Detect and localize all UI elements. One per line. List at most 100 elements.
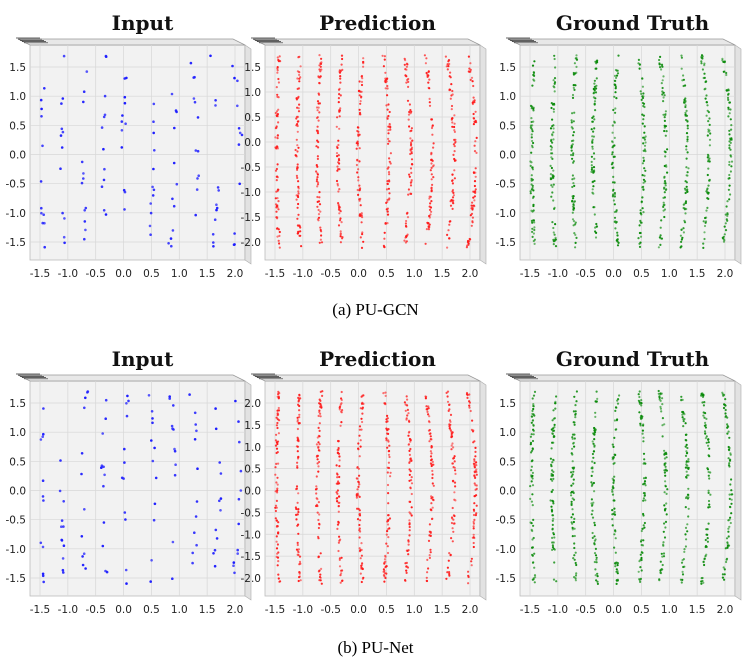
point — [403, 401, 406, 404]
point — [386, 167, 389, 170]
point — [61, 557, 65, 560]
point — [337, 157, 341, 160]
point — [404, 579, 407, 582]
point — [338, 558, 341, 562]
point — [642, 211, 645, 214]
point — [453, 138, 456, 141]
x-tick-label: 2.0 — [227, 604, 244, 616]
point — [84, 228, 87, 232]
point — [355, 496, 358, 499]
point — [358, 428, 361, 431]
point — [360, 428, 363, 431]
point — [383, 571, 386, 575]
point — [685, 470, 688, 473]
point — [553, 426, 556, 429]
point — [473, 150, 477, 153]
point — [531, 459, 534, 462]
point — [615, 76, 618, 79]
axes-top-face — [507, 374, 736, 382]
point — [471, 208, 474, 211]
axes-pane — [519, 44, 736, 261]
point — [214, 407, 217, 410]
point — [276, 114, 279, 117]
point — [274, 439, 277, 442]
point — [571, 93, 575, 97]
point — [319, 405, 322, 408]
point — [685, 538, 688, 541]
point — [531, 146, 534, 149]
point — [337, 501, 340, 504]
point — [406, 99, 410, 102]
point — [471, 419, 474, 422]
point — [640, 556, 643, 560]
point — [388, 197, 391, 200]
point — [706, 540, 710, 543]
point — [152, 120, 155, 123]
point — [233, 232, 236, 235]
point — [685, 174, 688, 177]
point — [429, 435, 432, 438]
point — [428, 421, 431, 424]
point — [638, 63, 642, 66]
x-tick-label: 1.0 — [661, 604, 678, 616]
point — [388, 160, 391, 163]
point — [575, 390, 579, 393]
point — [295, 513, 298, 517]
point — [573, 542, 576, 545]
point — [446, 63, 449, 66]
point — [728, 173, 731, 177]
point — [431, 124, 434, 127]
point — [662, 544, 665, 547]
point — [336, 476, 339, 479]
point — [444, 55, 447, 58]
point — [570, 500, 573, 503]
point — [573, 445, 576, 448]
point — [638, 224, 641, 227]
point — [453, 122, 456, 125]
point — [639, 219, 642, 222]
point — [532, 423, 535, 426]
point — [661, 417, 665, 420]
point — [430, 459, 433, 462]
point — [233, 243, 236, 246]
point — [708, 123, 711, 126]
point — [296, 457, 300, 460]
point — [573, 517, 576, 521]
point — [219, 509, 222, 512]
point — [553, 233, 556, 236]
point — [704, 220, 708, 223]
point — [358, 455, 361, 458]
point — [274, 490, 277, 493]
point — [642, 114, 646, 117]
point — [424, 242, 427, 245]
point-cloud — [274, 390, 478, 585]
point — [659, 572, 663, 575]
point — [429, 213, 432, 216]
point — [531, 493, 534, 496]
point — [407, 77, 410, 81]
point — [454, 141, 457, 144]
point — [448, 419, 452, 422]
point — [529, 190, 532, 193]
y-tick-label: -1.0 — [241, 529, 262, 541]
point — [553, 207, 556, 210]
point — [591, 516, 595, 519]
point — [638, 67, 641, 70]
point — [549, 478, 553, 481]
point — [683, 208, 687, 211]
point — [590, 168, 594, 171]
point — [684, 445, 687, 448]
point — [729, 170, 733, 173]
point — [572, 470, 575, 473]
point — [451, 173, 454, 176]
point — [102, 484, 105, 488]
point — [195, 543, 198, 547]
point — [453, 455, 456, 458]
point — [452, 446, 455, 449]
point — [196, 467, 199, 471]
point — [339, 107, 342, 110]
point — [687, 507, 690, 510]
point — [553, 417, 557, 420]
point — [408, 525, 411, 529]
point — [661, 79, 664, 82]
